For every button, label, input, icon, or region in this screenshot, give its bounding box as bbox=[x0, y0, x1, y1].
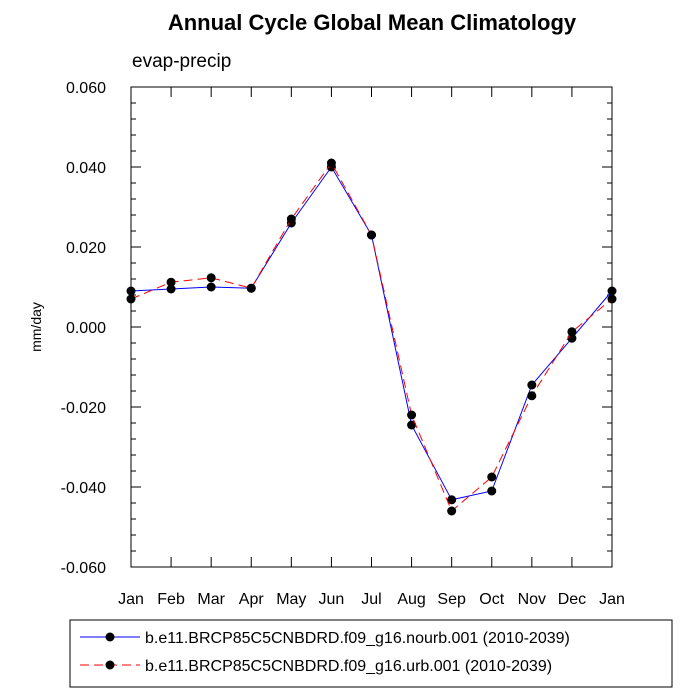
x-tick-label: Mar bbox=[197, 591, 225, 608]
x-tick-label: Jun bbox=[319, 591, 345, 608]
x-tick-label: May bbox=[276, 591, 306, 608]
y-tick-label: 0.060 bbox=[66, 80, 106, 97]
data-point bbox=[367, 230, 376, 240]
data-point bbox=[527, 380, 537, 390]
legend-box bbox=[69, 619, 673, 688]
data-point bbox=[407, 410, 417, 420]
data-point bbox=[286, 214, 296, 224]
series-layer bbox=[126, 158, 617, 516]
y-tick-label: -0.020 bbox=[61, 400, 106, 417]
series-0 bbox=[126, 162, 617, 505]
x-tick-label: Jul bbox=[361, 591, 381, 608]
data-point bbox=[166, 284, 176, 294]
legend-marker bbox=[105, 632, 115, 642]
x-tick-label: Apr bbox=[239, 591, 265, 608]
data-point bbox=[447, 495, 457, 505]
y-tick-label: -0.060 bbox=[61, 560, 106, 577]
data-point bbox=[567, 327, 577, 337]
y-tick-label: -0.040 bbox=[61, 480, 106, 497]
legend: b.e11.BRCP85C5CNBDRD.f09_g16.nourb.001 (… bbox=[69, 619, 673, 688]
data-point bbox=[166, 277, 176, 287]
data-point bbox=[487, 472, 497, 482]
x-tick-label: Jan bbox=[118, 591, 144, 608]
data-point bbox=[407, 420, 417, 430]
y-tick-label: 0.040 bbox=[66, 160, 106, 177]
data-point bbox=[487, 486, 497, 496]
data-point bbox=[206, 273, 216, 283]
chart-title: Annual Cycle Global Mean Climatology bbox=[168, 10, 577, 35]
x-tick-label: Jan bbox=[599, 591, 625, 608]
legend-label: b.e11.BRCP85C5CNBDRD.f09_g16.nourb.001 (… bbox=[145, 630, 570, 647]
x-tick-label: Aug bbox=[397, 591, 425, 608]
x-tick-label: Dec bbox=[558, 591, 586, 608]
x-tick-label: Sep bbox=[437, 591, 466, 608]
y-axis-label: mm/day bbox=[28, 302, 44, 352]
data-point bbox=[527, 391, 537, 401]
axes: 0.060 0.040 0.020 0.000 -0.020 -0.040 -0.060 Ja… bbox=[61, 80, 625, 608]
series-1 bbox=[126, 158, 617, 516]
y-tick-label: 0.000 bbox=[66, 320, 106, 337]
legend-marker bbox=[105, 660, 115, 670]
data-point bbox=[206, 282, 216, 292]
y-tick-label: 0.020 bbox=[66, 240, 106, 257]
x-tick-label: Oct bbox=[479, 591, 504, 608]
series-line bbox=[130, 162, 613, 512]
plot-frame bbox=[130, 86, 613, 568]
data-point bbox=[326, 158, 336, 168]
x-tick-label: Nov bbox=[518, 591, 546, 608]
chart-subtitle: evap-precip bbox=[132, 51, 231, 72]
series-line bbox=[130, 166, 613, 501]
x-tick-label: Feb bbox=[157, 591, 185, 608]
data-point bbox=[246, 283, 256, 293]
data-point bbox=[447, 506, 457, 516]
legend-label: b.e11.BRCP85C5CNBDRD.f09_g16.urb.001 (20… bbox=[145, 658, 552, 675]
